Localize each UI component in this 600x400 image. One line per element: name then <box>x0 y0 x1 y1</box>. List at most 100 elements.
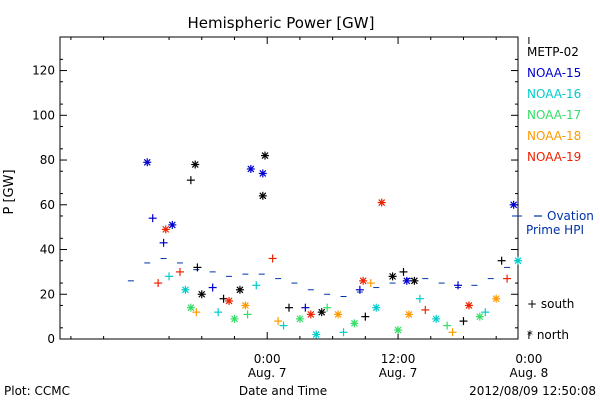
data-point-north <box>258 191 267 200</box>
x-axis-label: Date and Time <box>239 384 327 398</box>
data-point-south <box>148 214 157 223</box>
data-point-north <box>197 290 206 299</box>
series-noaa-18 <box>192 279 501 337</box>
data-point-south <box>279 321 288 330</box>
data-point-north <box>230 314 239 323</box>
legend-ovation-label: Prime HPI <box>526 223 584 237</box>
data-point-north <box>514 256 522 265</box>
data-point-south <box>193 263 202 272</box>
data-point-south <box>301 303 310 312</box>
data-point-south <box>268 254 277 263</box>
data-point-south <box>421 305 430 314</box>
legend: METP-02 NOAA-15 NOAA-16 NOAA-17 NOAA-18 NOAA-… <box>512 45 594 237</box>
data-point-north <box>317 308 326 317</box>
data-point-north <box>492 294 501 303</box>
data-point-south <box>214 308 223 317</box>
x-tick-time-label: 0:00 <box>254 352 281 366</box>
x-tick-time-label: 0:00 <box>515 352 542 366</box>
marker-legend-north: * north <box>527 328 569 342</box>
marker-legend: + south * north <box>527 297 574 342</box>
data-point-south <box>323 303 332 312</box>
data-point-north <box>359 276 368 285</box>
data-point-north <box>372 303 381 312</box>
data-point-south <box>186 176 195 185</box>
chart-title: Hemispheric Power [GW] <box>188 14 375 32</box>
data-point-north <box>186 303 195 312</box>
data-point-north <box>312 330 321 339</box>
data-point-north <box>241 301 250 310</box>
legend-ovation-label: Ovation <box>547 209 594 223</box>
data-point-north <box>143 158 152 167</box>
data-point-south <box>366 279 375 288</box>
data-point-north <box>464 301 473 310</box>
data-point-north <box>388 272 397 281</box>
data-point-south <box>448 328 457 337</box>
data-points <box>143 151 522 339</box>
data-point-south <box>159 238 168 247</box>
y-tick-label: 60 <box>40 198 55 212</box>
data-point-north <box>410 276 419 285</box>
data-point-north <box>402 276 411 285</box>
data-point-north <box>181 285 190 294</box>
data-point-north <box>404 310 413 319</box>
plot-area <box>59 36 519 340</box>
data-point-south <box>443 321 452 330</box>
ovation-prime-series <box>127 257 511 297</box>
data-point-north <box>394 326 403 335</box>
data-point-south <box>454 281 463 290</box>
legend-entry-noaa-17: NOAA-17 <box>527 108 581 122</box>
y-axis-label: P [GW] <box>2 169 17 214</box>
x-tick-date-label: Aug. 7 <box>379 366 418 380</box>
data-point-south <box>175 267 184 276</box>
marker-legend-south: + south <box>527 297 574 311</box>
y-tick-label: 0 <box>47 332 55 346</box>
data-point-south <box>243 310 252 319</box>
data-point-south <box>274 317 283 326</box>
data-point-north <box>350 319 359 328</box>
data-point-north <box>334 310 343 319</box>
legend-entry-noaa-15: NOAA-15 <box>527 66 581 80</box>
data-point-south <box>192 308 201 317</box>
x-tick-time-label: 12:00 <box>381 352 416 366</box>
data-point-south <box>503 274 512 283</box>
series-noaa-15 <box>143 158 518 312</box>
series-noaa-19 <box>154 198 512 319</box>
plot-source-label: Plot: CCMC <box>4 384 70 398</box>
data-point-south <box>154 279 163 288</box>
legend-entry-noaa-19: NOAA-19 <box>527 150 581 164</box>
data-point-north <box>261 151 270 160</box>
data-point-south <box>361 312 370 321</box>
data-point-south <box>415 294 424 303</box>
data-point-north <box>246 164 255 173</box>
data-point-north <box>509 200 518 209</box>
x-tick-date-label: Aug. 7 <box>248 366 287 380</box>
data-point-north <box>475 312 484 321</box>
data-point-south <box>339 328 348 337</box>
data-point-south <box>497 256 506 265</box>
data-point-north <box>377 198 386 207</box>
legend-entry-metp-02: METP-02 <box>527 45 579 59</box>
y-axis: 0 20 40 60 80 100 120 <box>32 58 518 346</box>
data-point-south <box>355 285 364 294</box>
timestamp-label: 2012/08/09 12:50:08 <box>469 384 596 398</box>
legend-entry-noaa-16: NOAA-16 <box>527 87 581 101</box>
data-point-south <box>459 317 468 326</box>
data-point-north <box>225 296 234 305</box>
data-point-north <box>168 220 177 229</box>
y-tick-label: 20 <box>40 287 55 301</box>
y-tick-label: 40 <box>40 243 55 257</box>
data-point-south <box>481 308 490 317</box>
data-point-north <box>306 310 315 319</box>
series-metp-02 <box>186 151 506 326</box>
y-tick-label: 80 <box>40 153 55 167</box>
data-point-south <box>208 283 217 292</box>
data-point-north <box>258 169 267 178</box>
data-point-south <box>165 272 174 281</box>
data-point-north <box>161 225 170 234</box>
data-point-south <box>285 303 293 312</box>
data-point-south <box>252 281 261 290</box>
legend-entry-noaa-18: NOAA-18 <box>527 129 581 143</box>
data-point-north <box>295 314 304 323</box>
